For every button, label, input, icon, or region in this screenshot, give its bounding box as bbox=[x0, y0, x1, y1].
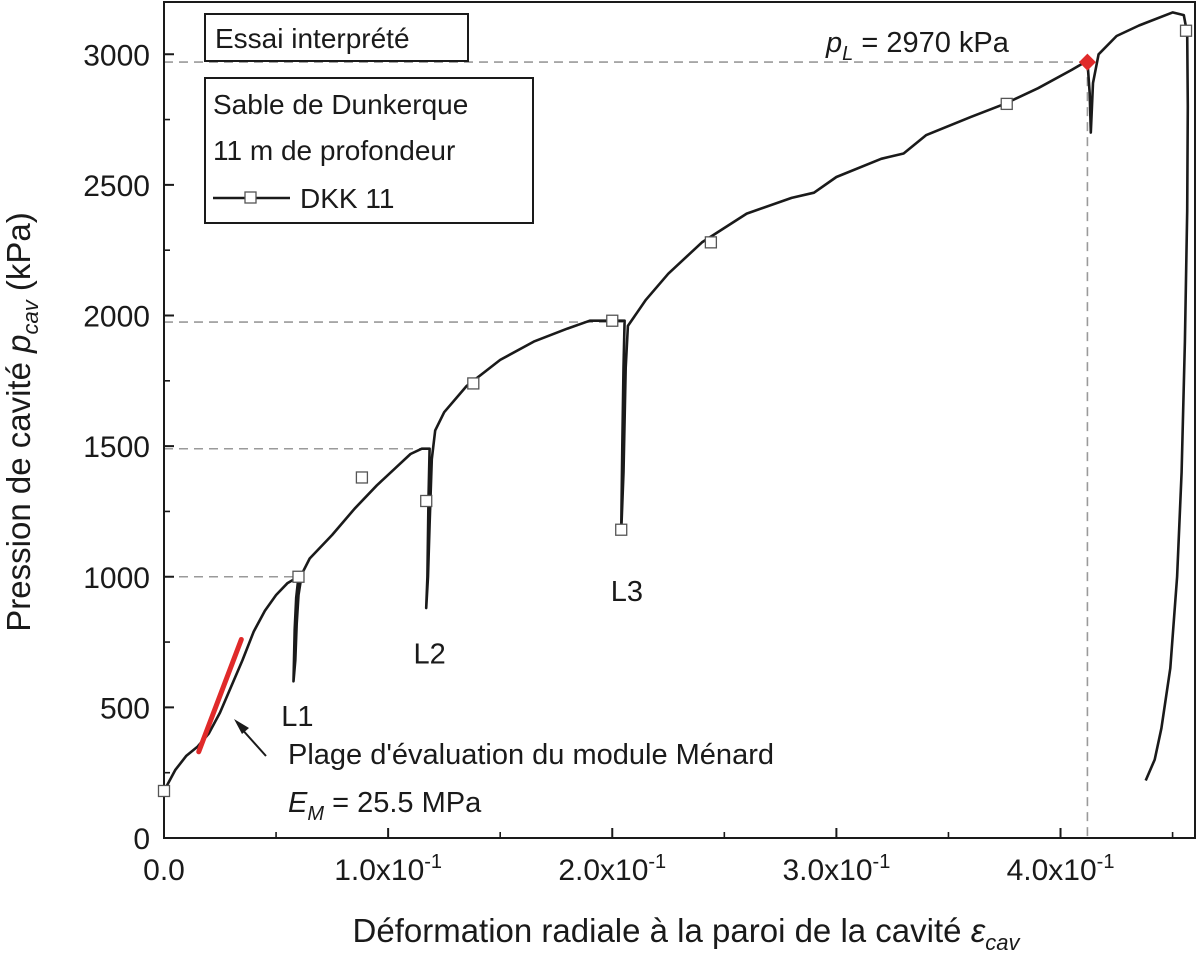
series-marker-7 bbox=[704, 236, 718, 249]
em-subscript: M bbox=[307, 803, 324, 825]
limit-pressure-symbol: p bbox=[825, 27, 842, 59]
series-marker-8 bbox=[1000, 97, 1013, 111]
y-tick-label-3000: 3000 bbox=[83, 39, 150, 72]
x-tick-label-3: 3.0x10-1 bbox=[782, 851, 890, 887]
legend-swatch-marker bbox=[244, 191, 257, 204]
series-marker-3 bbox=[420, 494, 433, 508]
legend: Sable de Dunkerque 11 m de profondeur DK… bbox=[204, 77, 534, 224]
y-axis-title-text: Pression de cavité bbox=[0, 362, 37, 632]
unloading-label-l2: L2 bbox=[413, 638, 445, 670]
x-tick-label-0: 0.0 bbox=[143, 854, 185, 887]
limit-pressure-value: = 2970 kPa bbox=[853, 27, 1009, 59]
em-symbol: E bbox=[288, 787, 308, 819]
x-tick-label-4: 4.0x10-1 bbox=[1007, 851, 1115, 887]
series-line-dkk11 bbox=[162, 11, 1190, 792]
y-tick-label-1500: 1500 bbox=[83, 431, 150, 464]
series-marker-9 bbox=[1179, 24, 1193, 37]
reference-lines bbox=[164, 61, 1089, 838]
legend-series-name: DKK 11 bbox=[300, 183, 394, 214]
x-tick-label-2: 2.0x10-1 bbox=[558, 851, 666, 887]
series-marker-1 bbox=[292, 570, 305, 583]
limit-pressure-label: pL = 2970 kPa bbox=[825, 27, 1010, 65]
em-arrow-head bbox=[234, 719, 249, 734]
em-annotation: Plage d'évaluation du module Ménard EM =… bbox=[234, 719, 774, 825]
series-marker-0 bbox=[157, 784, 171, 798]
legend-line-1: Sable de Dunkerque bbox=[213, 89, 468, 120]
plot-frame bbox=[163, 1, 1196, 839]
x-tick-mantissa: 4.0x10 bbox=[1007, 854, 1097, 887]
limit-pressure-subscript: L bbox=[842, 43, 853, 65]
em-value: = 25.5 MPa bbox=[324, 787, 482, 819]
x-tick-mantissa: 3.0x10 bbox=[782, 854, 872, 887]
unloading-label-l1: L1 bbox=[281, 701, 313, 733]
legend-title: Essai interprété bbox=[215, 23, 410, 54]
x-tick-mantissa: 0.0 bbox=[143, 854, 185, 887]
x-tick-label-1: 1.0x10-1 bbox=[334, 851, 442, 887]
series-marker-6 bbox=[615, 523, 628, 536]
y-axis-symbol: p bbox=[0, 335, 37, 354]
y-tick-label-2000: 2000 bbox=[83, 301, 150, 334]
y-tick-label-1000: 1000 bbox=[83, 562, 150, 595]
y-tick-label-2500: 2500 bbox=[83, 170, 150, 203]
y-axis-subscript: cav bbox=[18, 298, 43, 334]
x-axis-symbol: ε bbox=[971, 912, 986, 949]
y-axis-unit: (kPa) bbox=[0, 212, 37, 291]
series-marker-2 bbox=[355, 471, 369, 484]
legend-line-2: 11 m de profondeur bbox=[213, 135, 455, 166]
legend-title-box: Essai interprété bbox=[204, 13, 469, 62]
em-value-label: EM = 25.5 MPa bbox=[288, 787, 482, 825]
x-tick-mantissa: 1.0x10 bbox=[334, 854, 424, 887]
y-tick-label-0: 0 bbox=[133, 823, 150, 856]
x-axis-title: Déformation radiale à la paroi de la cav… bbox=[353, 912, 1022, 955]
x-tick-mantissa: 2.0x10 bbox=[558, 854, 648, 887]
x-axis-subscript: cav bbox=[985, 930, 1021, 955]
em-range-label: Plage d'évaluation du module Ménard bbox=[288, 739, 774, 771]
series-markers bbox=[157, 24, 1193, 798]
x-tick-exponent: -1 bbox=[873, 851, 891, 873]
unloading-labels: L1 L2 L3 bbox=[281, 576, 643, 733]
x-tick-exponent: -1 bbox=[1097, 851, 1115, 873]
unloading-label-l3: L3 bbox=[611, 576, 643, 608]
x-tick-exponent: -1 bbox=[424, 851, 442, 873]
em-range-line bbox=[196, 636, 244, 755]
series-marker-5 bbox=[606, 314, 619, 327]
y-axis-title: Pression de cavité pcav (kPa) bbox=[0, 212, 43, 631]
y-tick-label-500: 500 bbox=[100, 692, 150, 725]
series-marker-4 bbox=[467, 377, 480, 390]
x-tick-exponent: -1 bbox=[648, 851, 666, 873]
x-axis-title-text: Déformation radiale à la paroi de la cav… bbox=[353, 912, 962, 949]
x-axis-ticks: 0.0 1.0x10-1 2.0x10-1 3.0x10-1 4.0x10-1 bbox=[143, 828, 1174, 887]
y-axis-ticks: 0 500 1000 1500 2000 2500 3000 bbox=[83, 39, 174, 856]
